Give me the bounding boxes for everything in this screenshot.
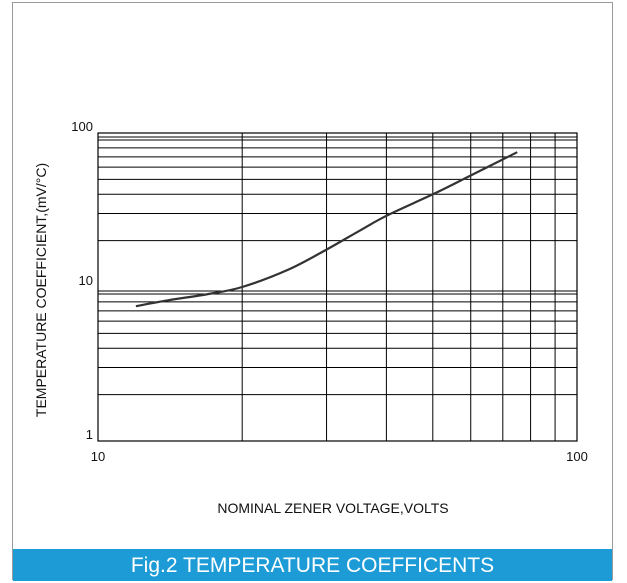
x-tick-label: 100 — [566, 449, 588, 464]
y-axis-label: TEMPERATURE COEFFICIENT,(mV/°C) — [33, 163, 49, 417]
chart-grid — [98, 133, 577, 441]
tick-labels: 1 10 100 10 100 — [71, 119, 588, 464]
plot-border — [97, 132, 578, 442]
y-tick-label: 100 — [71, 119, 93, 134]
x-tick-label: 10 — [91, 449, 105, 464]
y-tick-label: 10 — [79, 273, 93, 288]
y-tick-label: 1 — [86, 427, 93, 442]
series-line — [135, 151, 518, 308]
x-axis-label: NOMINAL ZENER VOLTAGE,VOLTS — [217, 500, 448, 516]
figure-caption: Fig.2 TEMPERATURE COEFFICENTS — [13, 549, 612, 581]
